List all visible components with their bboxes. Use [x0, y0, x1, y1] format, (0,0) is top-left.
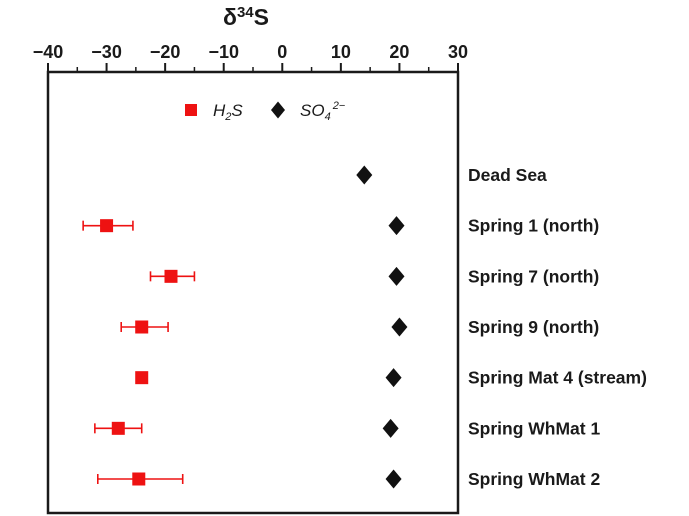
- h2s-point: [135, 371, 149, 385]
- h2s-point: [164, 269, 178, 283]
- legend-so4-marker: [271, 101, 285, 119]
- h2s-point: [132, 472, 146, 486]
- chart-title: δ34S: [223, 4, 269, 30]
- row-label: Spring 9 (north): [468, 317, 599, 337]
- so4-point: [388, 266, 405, 286]
- x-tick-label: −40: [33, 42, 64, 62]
- h2s-point: [135, 320, 149, 334]
- plot-border: [46, 70, 460, 515]
- legend-h2s-marker: [185, 104, 197, 116]
- x-tick-label: 0: [277, 42, 287, 62]
- x-tick-label: 30: [448, 42, 468, 62]
- so4-point: [391, 317, 408, 337]
- row-label: Spring WhMat 1: [468, 418, 600, 438]
- legend-so4-label: SO42−: [300, 100, 346, 123]
- row-label: Spring WhMat 2: [468, 469, 600, 489]
- x-tick-label: −20: [150, 42, 181, 62]
- so4-point: [356, 165, 373, 185]
- so4-point: [385, 469, 402, 489]
- row-label: Dead Sea: [468, 165, 547, 185]
- so4-point: [385, 368, 402, 388]
- row-label: Spring 1 (north): [468, 216, 599, 236]
- x-tick-label: 20: [389, 42, 409, 62]
- x-tick-label: 10: [331, 42, 351, 62]
- legend-h2s-label: H2S: [213, 101, 243, 123]
- x-tick-label: −30: [91, 42, 122, 62]
- so4-point: [388, 216, 405, 236]
- h2s-point: [100, 219, 114, 233]
- row-label: Spring 7 (north): [468, 266, 599, 286]
- h2s-point: [111, 421, 125, 435]
- so4-point: [382, 418, 399, 438]
- x-tick-label: −10: [208, 42, 239, 62]
- row-label: Spring Mat 4 (stream): [468, 368, 647, 388]
